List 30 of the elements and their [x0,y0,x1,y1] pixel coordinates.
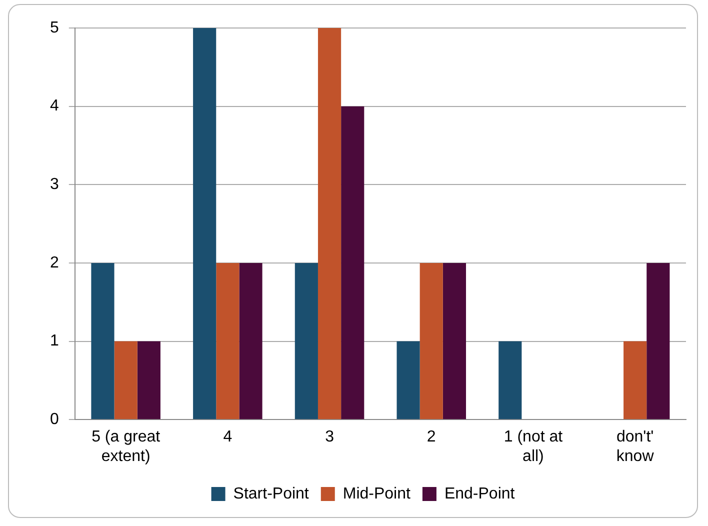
bar [442,262,466,420]
bar [193,28,216,420]
x-tick-label: 3 [325,428,334,446]
x-tick-label: 1 (not at all) [504,428,564,465]
bar [216,262,240,420]
y-tick-label: 0 [50,411,59,428]
bar [646,262,670,420]
bar [341,106,364,420]
bar [624,341,647,420]
bar [294,262,318,420]
y-tick-label: 5 [50,19,59,36]
bar [91,262,114,420]
bar [318,28,342,420]
x-tick-label: don't' know [616,428,654,465]
x-tick-label: 4 [223,428,232,446]
legend-label: Start-Point [233,485,310,502]
bar [137,341,160,420]
y-tick-label: 2 [50,254,59,272]
legend-label: Mid-Point [342,485,412,502]
legend-label: End-Point [444,485,516,502]
bar [239,262,262,420]
bar [420,262,443,420]
bar [498,341,522,420]
y-tick-label: 1 [50,332,59,350]
x-tick-label: 2 [426,428,436,446]
y-tick-label: 3 [50,176,59,194]
bar [396,341,420,420]
y-tick-label: 4 [50,98,59,115]
x-tick-label: 5 (a great extent) [92,428,161,465]
bar [114,341,138,420]
